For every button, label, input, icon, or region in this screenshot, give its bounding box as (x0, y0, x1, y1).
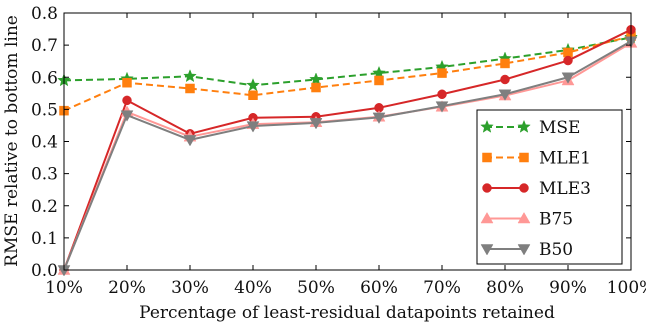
x-tick-label: 30% (171, 278, 209, 298)
point-b50-5 (372, 112, 386, 124)
x-tick-label: 100% (607, 278, 646, 298)
point-b50-3 (246, 121, 260, 133)
point-b50-6 (435, 101, 449, 113)
legend-label-b50: B50 (539, 240, 573, 260)
legend-label-b75: B75 (539, 210, 573, 230)
legend-marker-b50-right (517, 244, 531, 256)
point-mle3-8 (563, 55, 573, 66)
x-tick-label: 20% (108, 278, 146, 298)
legend-label-mle3: MLE3 (539, 179, 591, 199)
legend-marker-mse-left (480, 119, 494, 133)
y-tick-label: 0.3 (31, 165, 58, 185)
point-mse-2 (183, 69, 197, 83)
series-line-mse (63, 36, 632, 87)
x-axis-title: Percentage of least-residual datapoints … (139, 303, 555, 323)
legend-marker-b75-left (480, 211, 494, 224)
point-mse-4 (309, 72, 323, 86)
y-tick-label: 0.8 (31, 4, 58, 24)
legend-marker-b75-right (517, 211, 531, 224)
y-tick-label: 0.6 (31, 68, 58, 88)
y-tick-label: 0.4 (31, 133, 58, 153)
point-mle3-1 (122, 95, 132, 106)
series-line-mle3 (63, 28, 632, 271)
point-b50-8 (561, 72, 575, 84)
y-tick-label: 0.0 (31, 261, 58, 281)
point-b50-2 (183, 135, 197, 147)
point-b50-1 (120, 110, 134, 122)
point-mle1-6 (437, 68, 447, 78)
legend-marker-b50-left (480, 244, 494, 256)
legend-label-mse: MSE (539, 118, 580, 138)
point-mse-3 (246, 78, 260, 92)
series-b50 (57, 36, 638, 277)
point-b50-7 (498, 89, 512, 101)
point-mle1-1 (122, 77, 132, 88)
legend-marker-mle1-left (482, 152, 492, 163)
point-mle1-2 (185, 83, 195, 94)
x-tick-label: 90% (549, 278, 587, 298)
x-tick-label: 70% (423, 278, 461, 298)
point-mle1-3 (248, 90, 258, 100)
x-tick-label: 40% (234, 278, 272, 298)
point-mle1-4 (311, 82, 321, 93)
x-tick-label: 60% (360, 278, 398, 298)
axis-layer: 10% 20% 30% 40% 50% 60% 70% 80% 90% 100% 0.0 0.1 0.2… (31, 4, 646, 298)
y-tick-label: 0.5 (31, 100, 58, 120)
x-tick-label: 80% (486, 278, 524, 298)
y-axis-title: RMSE relative to bottom line (2, 15, 22, 267)
x-tick-label: 50% (297, 278, 335, 298)
y-tick-label: 0.2 (31, 197, 58, 217)
legend-marker-mse-right (517, 119, 531, 133)
legend: MSE MLE1 MLE3 B75 B50 (476, 109, 623, 265)
legend-marker-mle1-right (519, 152, 529, 163)
point-mle3-7 (500, 74, 510, 85)
point-mle1-7 (500, 58, 510, 69)
point-b50-4 (309, 118, 323, 130)
point-mle1-8 (563, 47, 573, 58)
point-mle3-6 (437, 89, 447, 100)
x-tick-label: 10% (45, 278, 83, 298)
legend-label-mle1: MLE1 (539, 149, 591, 169)
series-line-b50 (63, 40, 632, 271)
point-mle1-5 (374, 75, 384, 86)
y-tick-label: 0.7 (31, 36, 58, 56)
y-tick-label: 0.1 (31, 229, 58, 249)
legend-marker-mle3-left (482, 183, 492, 193)
series-line-mle1 (63, 35, 632, 112)
series-layer (57, 24, 638, 277)
legend-marker-mle3-right (519, 183, 529, 193)
